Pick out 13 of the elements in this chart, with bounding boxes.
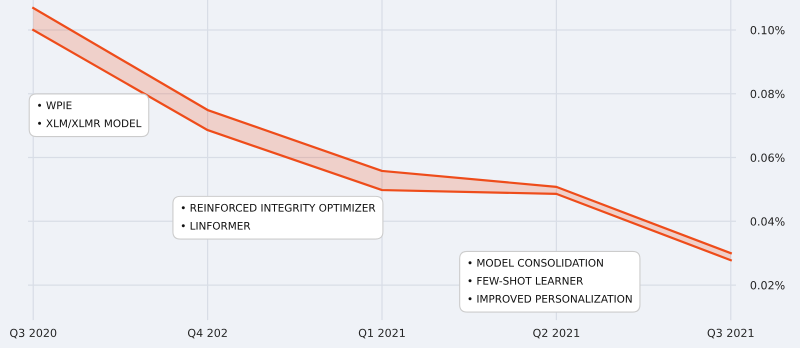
x-tick-label: Q4 202 — [188, 328, 227, 338]
x-tick-label: Q2 2021 — [533, 328, 580, 338]
y-tick-label: 0.02% — [750, 281, 785, 290]
annotation: • WPIE • XLM/XLMR MODEL — [38, 102, 142, 128]
x-tick-label: Q3 2020 — [10, 328, 56, 338]
x-tick-label: Q3 2021 — [708, 328, 754, 338]
annotation: • REINFORCED INTEGRITY OPTIMIZER • LINFORMER — [182, 204, 376, 230]
y-tick-label: 0.08% — [750, 90, 785, 98]
y-tick-label: 0.10% — [750, 26, 785, 34]
y-tick-label: 0.06% — [750, 154, 785, 162]
y-tick-label: 0.04% — [750, 217, 785, 226]
annotation: • MODEL CONSOLIDATION • FEW-SHOT LEARNER • IMPROVED PERSONALIZATION — [468, 258, 632, 303]
x-tick-label: Q1 2021 — [358, 328, 405, 338]
